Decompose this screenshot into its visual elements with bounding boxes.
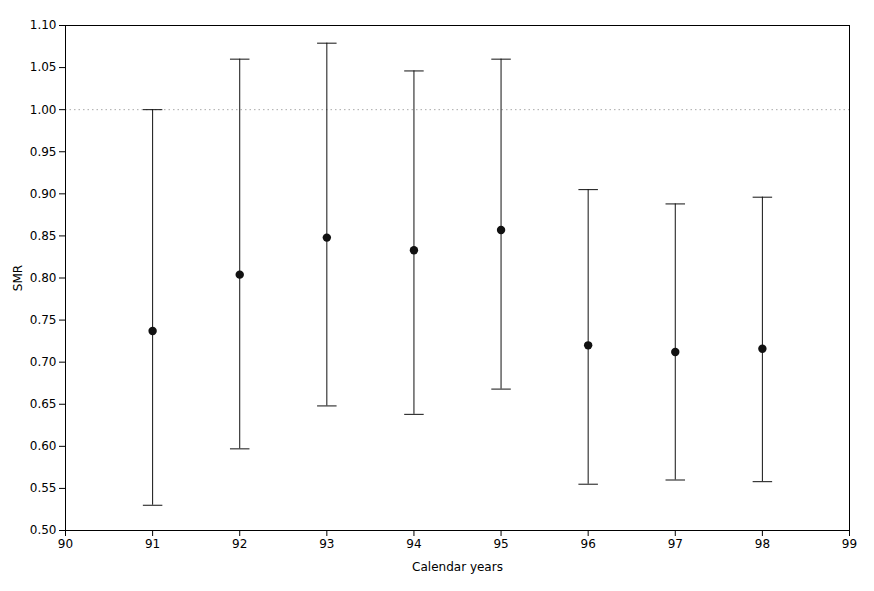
svg-text:99: 99 [842, 537, 857, 551]
svg-text:0.55: 0.55 [30, 481, 57, 495]
svg-text:91: 91 [145, 537, 160, 551]
svg-text:0.95: 0.95 [30, 145, 57, 159]
svg-text:1.00: 1.00 [30, 103, 57, 117]
svg-text:0.80: 0.80 [30, 271, 57, 285]
svg-text:94: 94 [406, 537, 421, 551]
svg-text:Calendar years: Calendar years [412, 560, 503, 574]
svg-text:90: 90 [58, 537, 73, 551]
svg-text:96: 96 [581, 537, 596, 551]
svg-text:95: 95 [493, 537, 508, 551]
svg-text:0.90: 0.90 [30, 187, 57, 201]
svg-text:0.65: 0.65 [30, 397, 57, 411]
svg-text:98: 98 [755, 537, 770, 551]
svg-text:92: 92 [232, 537, 247, 551]
svg-text:97: 97 [668, 537, 683, 551]
svg-text:93: 93 [319, 537, 334, 551]
svg-text:1.10: 1.10 [30, 18, 57, 32]
svg-text:SMR: SMR [11, 265, 25, 291]
svg-text:0.70: 0.70 [30, 355, 57, 369]
svg-text:0.60: 0.60 [30, 439, 57, 453]
svg-text:1.05: 1.05 [30, 60, 57, 74]
svg-text:0.85: 0.85 [30, 229, 57, 243]
svg-text:0.75: 0.75 [30, 313, 57, 327]
svg-text:0.50: 0.50 [30, 523, 57, 537]
